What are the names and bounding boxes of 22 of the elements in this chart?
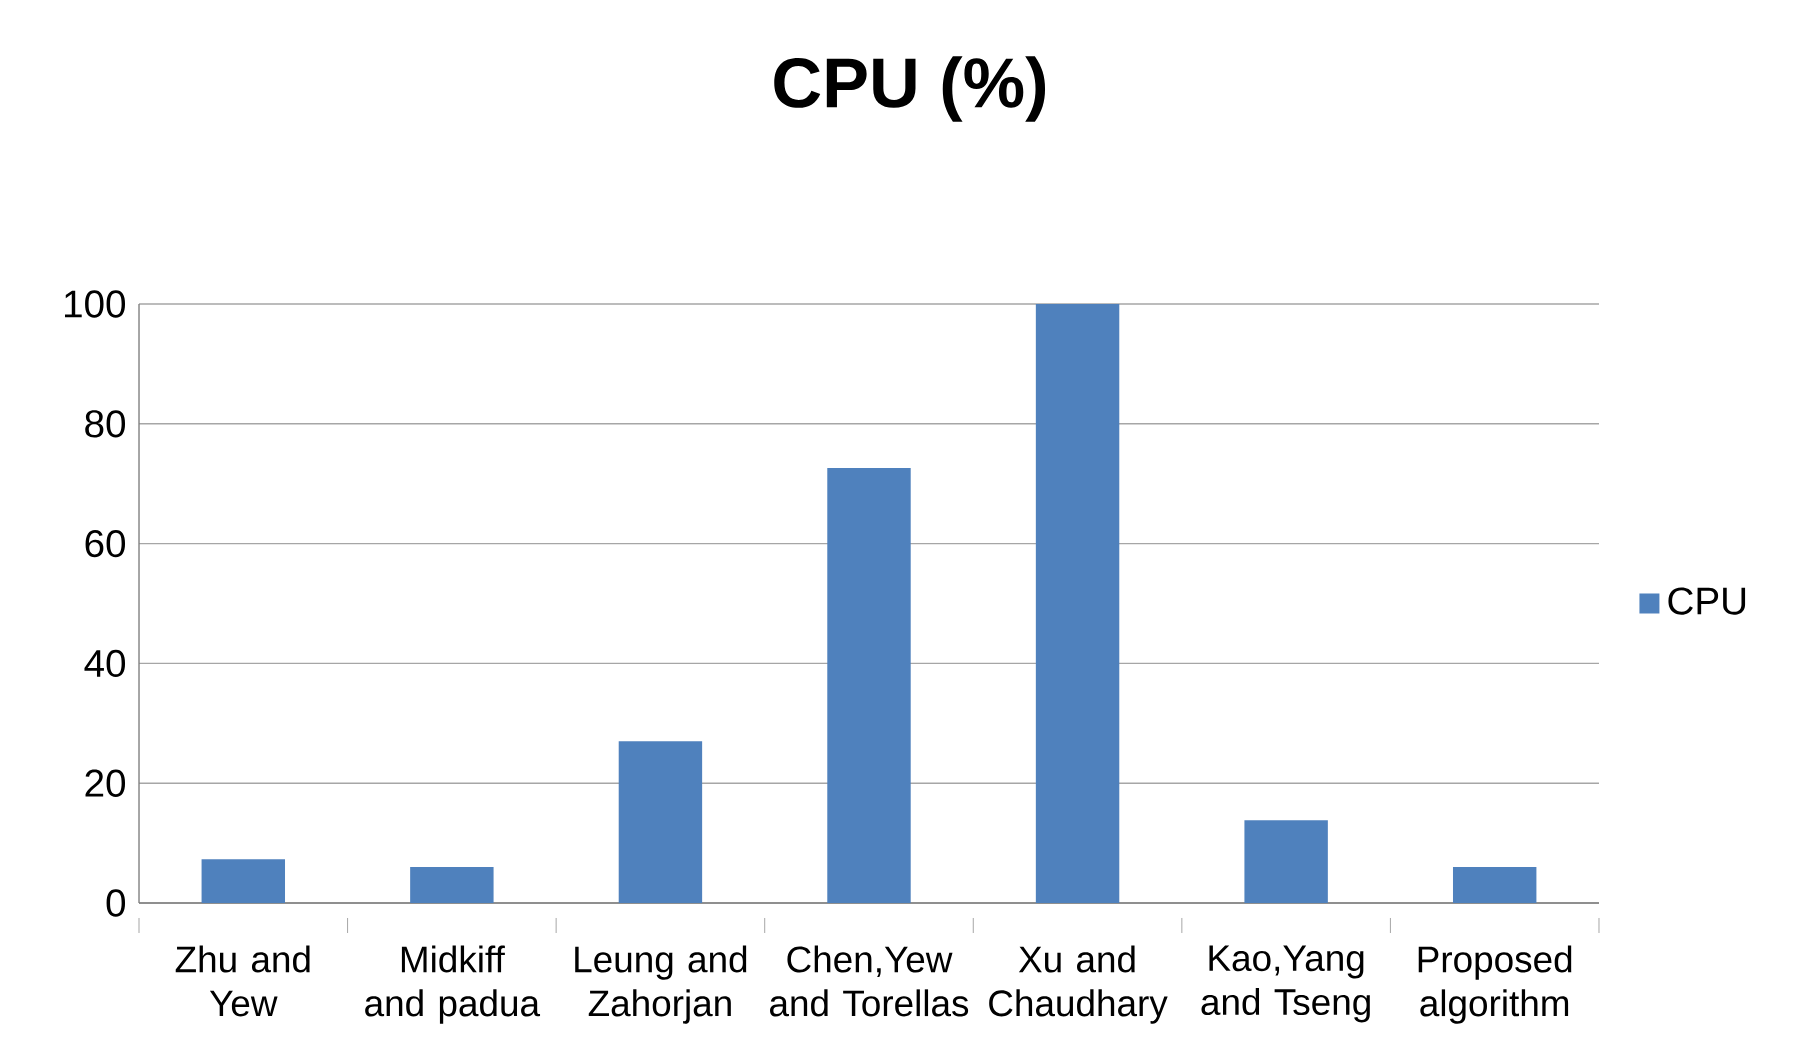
bar <box>1452 867 1537 903</box>
x-tick-label: Xu and Chaudhary <box>989 945 1168 1024</box>
bar <box>618 741 703 903</box>
bar <box>410 867 494 903</box>
chart-title: CPU (%) <box>774 56 1046 122</box>
y-tick-label: 20 <box>85 769 126 797</box>
bar <box>1244 820 1328 903</box>
x-tick-label: Zhu and Yew <box>175 945 310 1017</box>
x-tick-label: Kao,Yang and Tseng <box>1201 945 1370 1023</box>
bar <box>827 468 911 903</box>
y-tick-label: 60 <box>85 529 126 558</box>
bar <box>201 859 286 903</box>
y-tick-label: 80 <box>85 410 126 438</box>
x-tick-label: Leung and Zahorjan <box>575 945 747 1024</box>
bar <box>1035 303 1120 903</box>
x-tick-label: Midkiff and padua <box>365 945 541 1024</box>
legend-label: CPU <box>1668 587 1746 615</box>
y-tick-label: 0 <box>106 889 126 917</box>
y-tick-label: 40 <box>84 649 126 678</box>
x-tick-label: Proposed algorithm <box>1418 945 1572 1024</box>
y-tick-label: 100 <box>65 290 126 318</box>
x-tick-label: Chen,Yew and Torellas <box>770 945 969 1017</box>
